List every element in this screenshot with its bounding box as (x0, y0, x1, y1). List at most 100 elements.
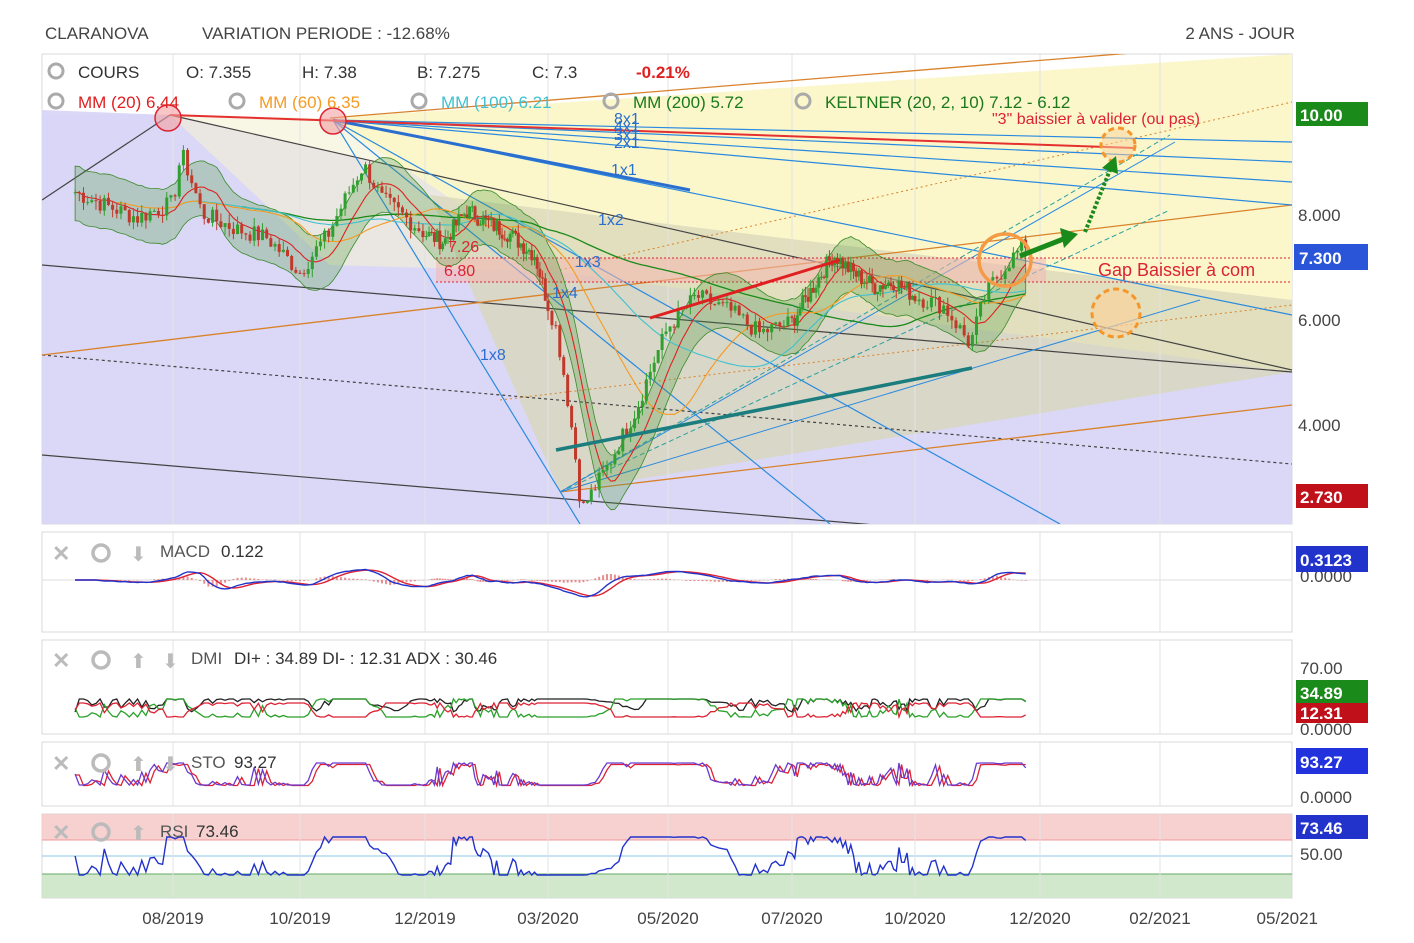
candle-body (721, 302, 724, 303)
candle-body (389, 194, 392, 198)
macd-bar (431, 579, 433, 580)
macd-bar (582, 580, 584, 582)
macd-bar (369, 580, 371, 581)
candle-body (746, 315, 749, 325)
macd-bar (815, 579, 817, 580)
macd-bar (482, 580, 484, 582)
macd-bar (783, 579, 785, 580)
macd-bar (1008, 579, 1010, 580)
dmi-panel: ✕ ⬆ ⬇ DMI DI+ : 34.89 DI- : 12.31 ADX : … (42, 640, 1368, 739)
macd-bar (253, 578, 255, 580)
macd-bar (598, 577, 600, 580)
candle-body (633, 419, 636, 429)
macd-bar (602, 575, 604, 580)
candle-body (713, 304, 716, 305)
candle-body (812, 288, 815, 293)
instrument-name: CLARANOVA (45, 24, 149, 43)
candle-body (476, 219, 479, 225)
candle-body (570, 406, 573, 427)
candle-body (544, 278, 547, 300)
candle-body (530, 250, 533, 260)
candle-body (562, 357, 565, 375)
candle-body (409, 217, 412, 230)
candle-body (905, 283, 908, 287)
candle-body (215, 210, 218, 222)
candle-body (457, 214, 460, 225)
dmi-close-icon[interactable]: ✕ (52, 648, 70, 673)
x-tick-label: 02/2021 (1129, 909, 1190, 928)
candle-body (503, 239, 506, 240)
macd-bar (637, 579, 639, 580)
svg-text:10.00: 10.00 (1300, 106, 1343, 125)
macd-bar (232, 579, 234, 580)
candle-body (428, 232, 431, 236)
macd-bar (520, 579, 522, 580)
dmi-down-arrow-icon[interactable]: ⬇ (162, 651, 179, 673)
macd-bar (842, 580, 844, 581)
fan-label: 1x1 (611, 162, 637, 179)
macd-bar (693, 580, 695, 581)
candle-body (413, 228, 416, 230)
macd-bar (523, 579, 525, 580)
candle-body (950, 316, 953, 320)
candle-body (873, 283, 876, 294)
candle-body (372, 183, 375, 188)
badge-current: 7.300 (1294, 244, 1368, 270)
macd-bar (641, 579, 643, 580)
x-tick-label: 12/2020 (1009, 909, 1070, 928)
x-tick-label: 08/2019 (142, 909, 203, 928)
rsi-up-arrow-icon[interactable]: ⬆ (130, 823, 147, 845)
macd-bar (563, 580, 565, 583)
candle-body (725, 302, 728, 303)
candle-body (606, 465, 609, 470)
candle-body (132, 216, 135, 222)
candle-body (657, 350, 660, 363)
timeframe-label[interactable]: 2 ANS - JOUR (1185, 24, 1295, 43)
macd-badge: 0.0000 0.3123 (1296, 546, 1368, 586)
macd-bar (356, 579, 358, 580)
candle-body (519, 243, 522, 247)
dmi-up-arrow-icon[interactable]: ⬆ (130, 651, 147, 673)
macd-bar (984, 578, 986, 580)
rsi-panel: ✕ ⬆ RSI 73.46 73.46 50.00 (42, 814, 1368, 898)
macd-bar (750, 580, 752, 581)
macd-bar (844, 580, 846, 581)
candle-body (522, 243, 525, 253)
macd-bar (377, 580, 379, 582)
macd-bar (199, 580, 201, 581)
macd-bar (433, 579, 435, 580)
macd-bar (634, 579, 636, 580)
rsi-close-icon[interactable]: ✕ (52, 820, 70, 845)
candle-body (621, 429, 624, 452)
sto-close-icon[interactable]: ✕ (52, 751, 70, 776)
sto-up-arrow-icon[interactable]: ⬆ (130, 754, 147, 776)
candle-body (938, 297, 941, 313)
candle-body (786, 317, 789, 326)
candle-body (653, 363, 656, 372)
candle-body (637, 407, 640, 419)
macd-bar (722, 580, 724, 582)
candle-body (1000, 279, 1003, 280)
candle-body (887, 283, 890, 286)
macd-bar (710, 580, 712, 581)
macd-bar (319, 577, 321, 580)
sto-down-arrow-icon[interactable]: ⬇ (162, 754, 179, 776)
macd-bar (804, 579, 806, 580)
candle-body (809, 288, 812, 302)
candle-body (165, 198, 168, 216)
macd-bar (758, 580, 760, 581)
cours-label: COURS (78, 63, 139, 82)
candle-body (817, 277, 820, 287)
macd-close-icon[interactable]: ✕ (52, 541, 70, 566)
macd-bar (436, 578, 438, 580)
candle-body (770, 324, 773, 332)
candle-body (1004, 271, 1007, 279)
macd-bar (533, 580, 535, 581)
macd-bar (245, 578, 247, 580)
candle-body (438, 231, 441, 249)
macd-down-arrow-icon[interactable]: ⬇ (130, 544, 147, 566)
candle-body (995, 277, 998, 278)
candle-body (249, 235, 252, 241)
candle-body (290, 256, 293, 270)
candle-body (107, 198, 110, 205)
